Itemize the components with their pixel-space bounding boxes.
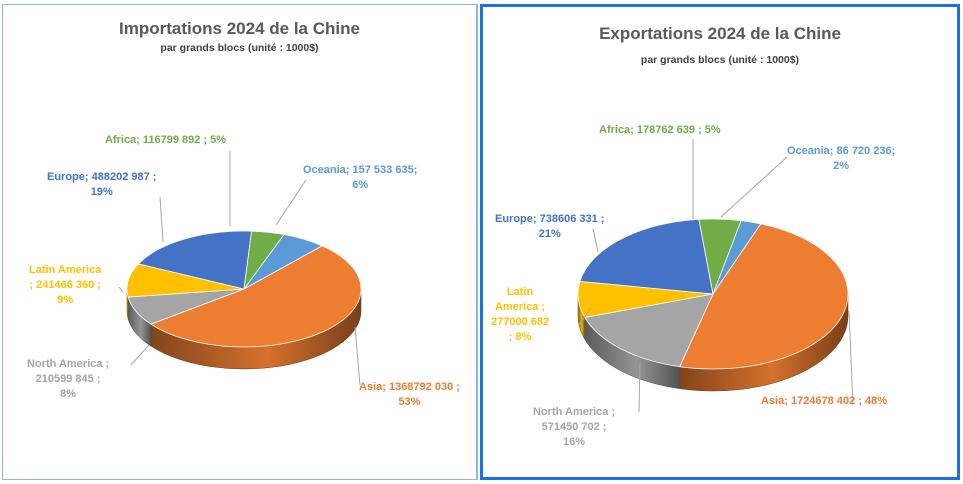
pie-label-latin-america: Latin America ; 277000 682; 8% bbox=[491, 286, 550, 343]
chart-subtitle: par grands blocs (unité : 1000$) bbox=[640, 54, 800, 66]
pie-label-oceania: Oceania; 157 533 635; 6% bbox=[303, 164, 418, 191]
pie-label-europe: Europe; 738606 331 ; 21% bbox=[495, 213, 605, 240]
leader-line-oceania bbox=[720, 156, 788, 218]
pie-slice-europe bbox=[579, 218, 714, 295]
chart-title: Exportations 2024 de la Chine bbox=[599, 24, 841, 43]
pie-slice-north-america bbox=[584, 293, 714, 368]
chart-subtitle: par grands blocs (unité : 1000$) bbox=[160, 42, 319, 54]
pie-slice-africa bbox=[243, 230, 285, 290]
leader-line-oceania bbox=[275, 179, 307, 226]
chart-title: Importations 2024 de la Chine bbox=[119, 19, 360, 38]
leader-line-latin-america bbox=[118, 286, 124, 293]
pie-slice-europe bbox=[137, 230, 253, 290]
pie-tops bbox=[126, 230, 362, 348]
leader-line-north-america bbox=[638, 361, 641, 413]
pie-label-latin-america: Latin America; 241466 360 ; 9% bbox=[29, 264, 102, 306]
leader-line-asia bbox=[354, 326, 361, 386]
pie-label-asia: Asia; 1368792 030 ; 53% bbox=[359, 381, 460, 408]
imports-chart-panel[interactable]: Importations 2024 de la Chine par grands… bbox=[2, 4, 478, 480]
pie-label-europe: Europe; 488202 987 ; 19% bbox=[47, 171, 157, 198]
pie-label-africa: Africa; 178762 639 ; 5% bbox=[599, 124, 721, 136]
pie-slice-asia bbox=[679, 223, 849, 370]
leader-line-europe bbox=[592, 228, 599, 253]
leader-lines bbox=[578, 139, 854, 413]
leader-line-europe bbox=[159, 196, 164, 243]
pie-label-africa: Africa; 116799 892 ; 5% bbox=[105, 134, 227, 146]
pie-label-asia: Asia; 1724678 402 ; 48% bbox=[761, 395, 887, 407]
leader-line-north-america bbox=[130, 344, 150, 366]
leader-line-latin-america bbox=[578, 307, 592, 326]
leader-lines bbox=[118, 151, 361, 386]
exports-chart-panel[interactable]: Exportations 2024 de la Chine par grands… bbox=[480, 4, 960, 480]
pie-label-oceania: Oceania; 86 720 236; 2% bbox=[787, 145, 896, 172]
pie-slice-africa bbox=[698, 218, 742, 296]
pie-slice-asia bbox=[150, 245, 362, 348]
pie-label-north-america: North America ; 571450 702 ; 16% bbox=[533, 406, 616, 448]
pie-tops bbox=[577, 218, 849, 370]
leader-line-asia bbox=[848, 310, 854, 406]
pie-label-north-america: North America ; 210599 845 ; 8% bbox=[27, 358, 110, 400]
exports-pie-chart[interactable] bbox=[483, 7, 957, 477]
imports-pie-chart[interactable] bbox=[3, 5, 479, 481]
